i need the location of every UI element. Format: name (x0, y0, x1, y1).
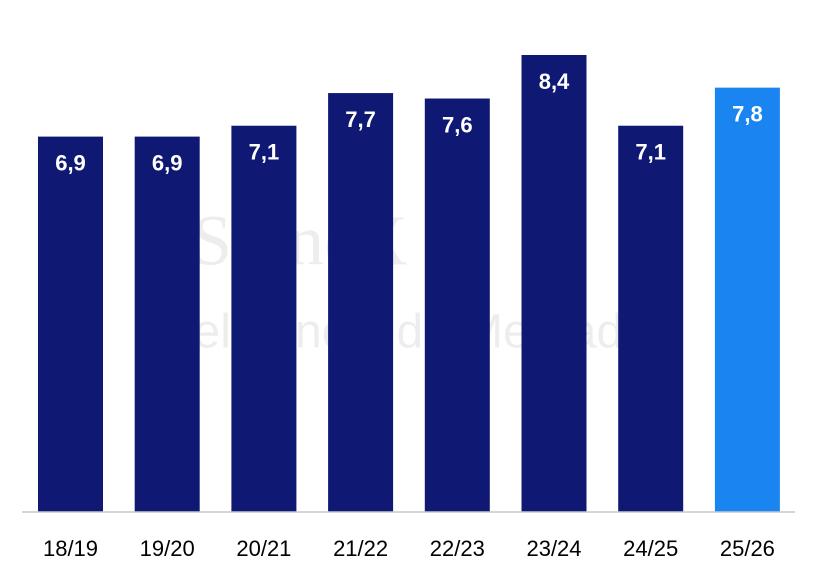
value-label: 7,6 (442, 112, 473, 137)
value-label: 7,7 (345, 107, 376, 132)
value-label: 7,1 (249, 140, 280, 165)
x-tick-label: 20/21 (236, 536, 291, 561)
bar (521, 55, 587, 512)
x-tick-label: 23/24 (526, 536, 581, 561)
value-label: 6,9 (152, 150, 183, 175)
value-label: 7,1 (635, 140, 666, 165)
bar (424, 98, 490, 513)
bar (38, 136, 103, 512)
x-tick-label: 25/26 (720, 536, 775, 561)
bar (231, 125, 297, 512)
value-label: 6,9 (55, 150, 86, 175)
value-label: 7,8 (732, 101, 763, 126)
x-tick-label: 21/22 (333, 536, 388, 561)
value-label: 8,4 (539, 69, 570, 94)
x-tick-label: 24/25 (623, 536, 678, 561)
bar (134, 136, 200, 512)
bar (328, 93, 394, 512)
x-tick-label: 18/19 (43, 536, 98, 561)
x-tick-label: 22/23 (430, 536, 485, 561)
bar (714, 87, 780, 513)
bar (618, 125, 684, 512)
x-tick-label: 19/20 (140, 536, 195, 561)
